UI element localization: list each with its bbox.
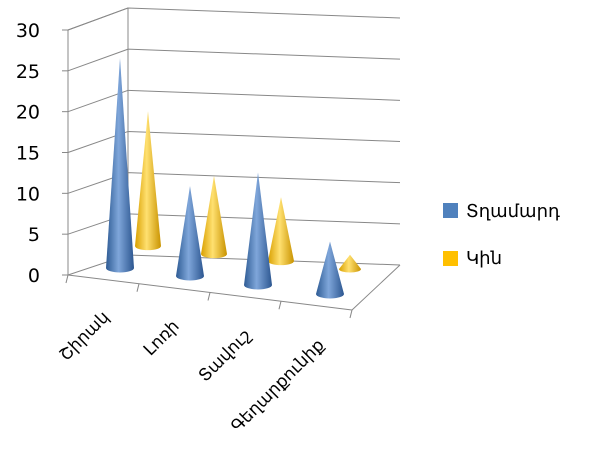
legend-label-female: Կին [466,248,502,269]
cone-male-3 [316,241,344,299]
x-tick-mark [207,292,211,301]
gridline [67,89,401,113]
gridline [67,7,401,31]
cone-female-2 [268,197,294,266]
category-label: Տավուշ [195,325,256,386]
cone-female-1-body [201,175,227,259]
cone-female-2-body [268,197,294,266]
y-axis-ticks: 0 5 10 15 20 25 30 [16,20,68,287]
y-tick-label: 30 [16,20,40,42]
cone-male-0-body [106,58,134,273]
gridline [67,130,401,153]
y-tick-label: 15 [16,143,40,165]
cone-female-0-body [135,111,161,251]
y-tick-label: 25 [16,61,40,83]
cone-male-0 [106,58,134,273]
cone-female-0 [135,111,161,251]
legend-swatch-female [443,251,458,266]
legend-swatch-male [443,203,458,218]
floor-right-edge [351,264,401,311]
cone-male-2 [244,172,272,290]
gridline [67,48,401,72]
cones [106,58,361,299]
gridlines [67,7,401,235]
cone-female-1 [201,175,227,259]
legend: Տղամարդ Կին [443,201,560,269]
x-tick-mark [136,283,140,292]
cone-male-1 [176,186,204,281]
cone-female-3 [339,254,361,273]
y-tick-label: 0 [28,265,40,287]
x-tick-mark [65,274,69,284]
y-tick-label: 10 [16,183,40,205]
x-tick-mark [349,309,353,319]
cone-male-3-body [316,241,344,299]
cone-male-2-body [244,172,272,290]
cone-female-3-body [339,254,361,273]
gridline [67,172,401,194]
x-axis-ticks [65,274,353,319]
legend-label-male: Տղամարդ [466,201,560,222]
cone-male-1-body [176,186,204,281]
category-label: Լոռի [140,316,184,360]
y-tick-label: 5 [28,224,40,246]
x-tick-mark [278,301,282,310]
y-tick-label: 20 [16,102,40,124]
category-label: Շիրակ [56,307,114,365]
